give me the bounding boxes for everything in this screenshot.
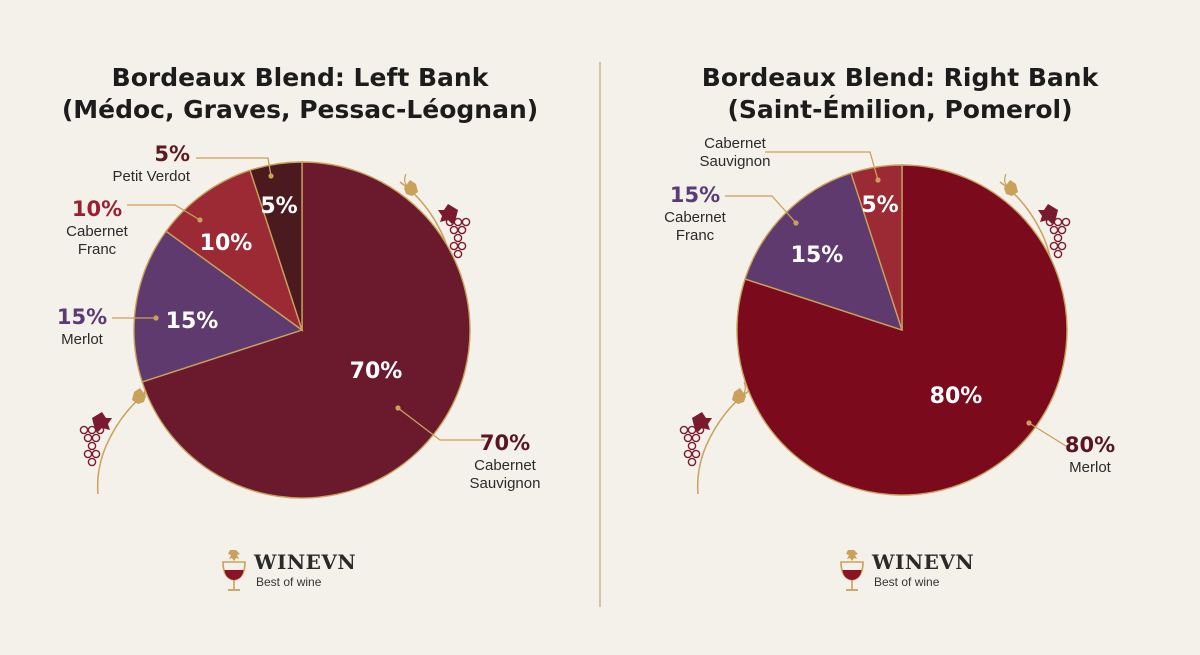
right-bank-pie-chart: 80%80%Merlot15%15%CabernetFranc5%Caberne… <box>664 135 1115 496</box>
vine-decoration-left-icon <box>79 381 151 495</box>
brand-logo-right: WINEVN Best of wine <box>836 548 996 594</box>
vine-decoration-right-icon <box>999 173 1071 287</box>
right-callout-pct-1: 15% <box>670 183 720 207</box>
left-callout-line-3 <box>196 157 272 177</box>
left-callout-pct-3: 5% <box>154 142 190 166</box>
right-callout-line-1 <box>725 195 797 224</box>
vine-decoration-right-icon <box>399 173 471 287</box>
left-callout-name-2-1: Franc <box>78 241 117 258</box>
right-bank-title-line2: (Saint-Émilion, Pomerol) <box>727 95 1073 124</box>
right-slice-inner-label-0: 80% <box>930 384 983 409</box>
right-pie-slice-1 <box>744 172 904 332</box>
left-callout-name-0-1: Sauvignon <box>470 475 541 492</box>
right-callout-name-0-0: Merlot <box>1069 459 1112 476</box>
right-pie-slice-0 <box>736 164 1068 496</box>
left-callout-pct-0: 70% <box>480 431 530 455</box>
left-slice-inner-label-0: 70% <box>350 359 403 384</box>
right-callout-line-0 <box>1028 422 1070 447</box>
left-slice-inner-label-3: 5% <box>260 194 297 219</box>
left-pie-slice-1 <box>133 230 304 383</box>
right-callout-name-1-0: Cabernet <box>664 209 727 226</box>
brand-tagline: Best of wine <box>256 575 322 589</box>
left-slice-inner-label-2: 10% <box>200 231 253 256</box>
left-bank-title: Bordeaux Blend: Left Bank (Médoc, Graves… <box>0 62 600 126</box>
right-slice-inner-label-1: 15% <box>791 243 844 268</box>
right-bank-panel: Bordeaux Blend: Right Bank (Saint-Émilio… <box>600 0 1200 655</box>
left-callout-line-0 <box>397 407 485 441</box>
left-slice-inner-label-1: 15% <box>166 309 219 334</box>
left-pie-slice-0 <box>141 161 471 499</box>
left-callout-name-1-0: Merlot <box>61 331 104 348</box>
left-pie-slice-2 <box>165 169 304 332</box>
brand-tagline: Best of wine <box>874 575 940 589</box>
left-bank-pie-chart: 70%70%CabernetSauvignon15%15%Merlot10%10… <box>57 142 541 499</box>
left-callout-name-3-0: Petit Verdot <box>112 168 190 185</box>
right-callout-line-2 <box>765 151 879 181</box>
left-callout-line-2 <box>127 204 201 221</box>
right-callout-name-1-1: Franc <box>676 227 715 244</box>
brand-name: WINEVN <box>254 550 357 574</box>
brand-logo-left: WINEVN Best of wine <box>218 548 378 594</box>
right-bank-title: Bordeaux Blend: Right Bank (Saint-Émilio… <box>600 62 1200 126</box>
left-callout-name-2-0: Cabernet <box>66 223 129 240</box>
brand-name: WINEVN <box>872 550 975 574</box>
left-callout-pct-2: 10% <box>72 197 122 221</box>
wine-glass-icon <box>840 550 864 591</box>
left-bank-panel: Bordeaux Blend: Left Bank (Médoc, Graves… <box>0 62 600 594</box>
left-callout-name-0-0: Cabernet <box>474 457 537 474</box>
left-callout-pct-1: 15% <box>57 305 107 329</box>
left-bank-title-line1: Bordeaux Blend: Left Bank <box>111 63 489 92</box>
wine-glass-icon <box>222 550 246 591</box>
right-bank-title-line1: Bordeaux Blend: Right Bank <box>701 63 1099 92</box>
right-callout-name-2-1: Sauvignon <box>700 153 771 170</box>
right-pie-slice-2 <box>850 164 903 331</box>
vine-decoration-left-icon <box>679 381 751 495</box>
left-bank-title-line2: (Médoc, Graves, Pessac-Léognan) <box>61 95 539 124</box>
left-pie-slice-3 <box>249 161 303 331</box>
right-callout-pct-0: 80% <box>1065 433 1115 457</box>
right-slice-inner-label-2: 5% <box>861 193 898 218</box>
panel-divider <box>599 62 601 607</box>
right-callout-name-2-0: Cabernet <box>704 135 767 152</box>
